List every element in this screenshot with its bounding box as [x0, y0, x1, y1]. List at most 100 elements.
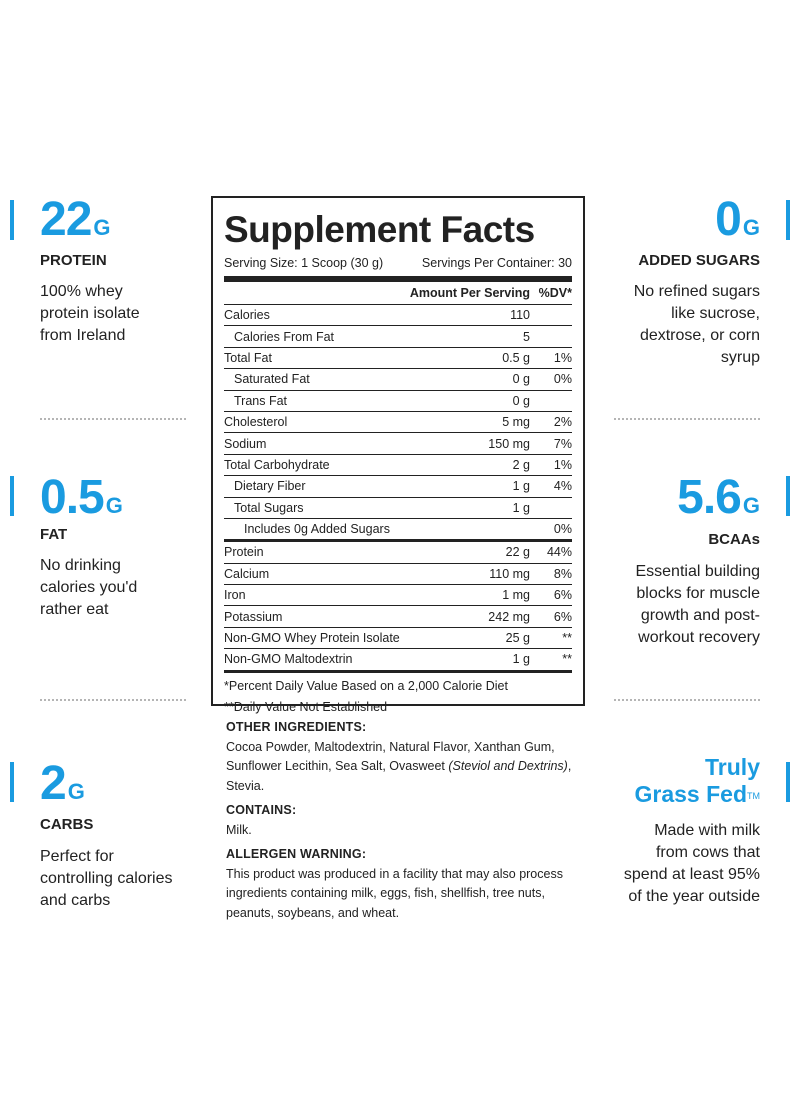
nutrient-dv: 0%	[553, 522, 572, 537]
nutrient-amount: 1 mg	[502, 588, 530, 603]
protein-description: 100% whey protein isolate from Ireland	[40, 283, 140, 344]
nutrient-name: Sodium	[224, 436, 267, 451]
nutrient-amount: 1 g	[512, 500, 530, 515]
facts-row: Calories From Fat 5	[224, 326, 572, 348]
allergen-warning-heading: ALLERGEN WARNING:	[226, 847, 367, 861]
facts-row: Non-GMO Whey Protein Isolate 25 g **	[224, 628, 572, 650]
nutrient-amount: 5 mg	[502, 415, 530, 430]
facts-row: Sodium 150 mg 7%	[224, 433, 572, 455]
nutrient-dv: 1%	[553, 350, 572, 365]
facts-row: Cholesterol 5 mg 2%	[224, 412, 572, 434]
nutrient-amount: 0 g	[512, 393, 530, 408]
nutrient-dv: 6%	[553, 609, 572, 624]
dotted-divider	[40, 418, 186, 420]
footnote-dv: *Percent Daily Value Based on a 2,000 Ca…	[224, 678, 508, 693]
contains-heading: CONTAINS:	[226, 803, 297, 817]
added-sugars-label: ADDED SUGARS	[638, 252, 760, 269]
carbs-value: 2G	[40, 757, 85, 810]
serving-size: Serving Size: 1 Scoop (30 g)	[224, 256, 384, 270]
protein-value: 22G	[40, 193, 111, 246]
other-ingredients-text: Cocoa Powder, Maltodextrin, Natural Flav…	[226, 739, 572, 793]
dotted-divider	[614, 699, 760, 701]
amount-header: Amount Per Serving	[409, 286, 530, 300]
accent-bar	[10, 762, 14, 802]
fat-value: 0.5G	[40, 471, 123, 524]
facts-header-row: Amount Per Serving %DV*	[224, 282, 572, 305]
facts-title: Supplement Facts	[224, 209, 535, 250]
accent-bar	[10, 200, 14, 240]
facts-row: Includes 0g Added Sugars 0%	[224, 519, 572, 543]
nutrient-name: Iron	[224, 588, 246, 603]
nutrient-amount: 0 g	[512, 372, 530, 387]
ingredients-section: OTHER INGREDIENTS: Cocoa Powder, Maltode…	[226, 718, 586, 928]
nutrient-name: Calories From Fat	[234, 329, 335, 344]
nutrient-name: Dietary Fiber	[234, 479, 306, 494]
dotted-divider	[40, 699, 186, 701]
bcaas-label: BCAAs	[708, 531, 760, 548]
accent-bar	[786, 762, 790, 802]
nutrient-dv: 0%	[553, 372, 572, 387]
thick-rule	[224, 276, 572, 282]
contains-text: Milk.	[226, 822, 252, 837]
nutrient-name: Cholesterol	[224, 415, 288, 430]
nutrient-amount: 5	[523, 329, 530, 344]
nutrient-amount: 1 g	[512, 652, 530, 667]
facts-row: Total Fat 0.5 g 1%	[224, 348, 572, 370]
grass-fed-description: Made with milk from cows that spend at lea…	[623, 822, 760, 905]
nutrient-dv: **	[562, 652, 572, 667]
carbs-description: Perfect for controlling calories and carbs	[40, 848, 173, 909]
facts-row: Iron 1 mg 6%	[224, 585, 572, 607]
nutrient-name: Total Sugars	[234, 500, 304, 515]
nutrient-dv: 1%	[553, 457, 572, 472]
nutrient-dv: 4%	[553, 479, 572, 494]
facts-row: Total Carbohydrate 2 g 1%	[224, 455, 572, 477]
nutrient-name: Protein	[224, 545, 264, 560]
facts-row: Calcium 110 mg 8%	[224, 564, 572, 586]
nutrient-amount: 150 mg	[488, 436, 530, 451]
grass-fed-title: Truly Grass FedTM	[634, 754, 761, 807]
nutrient-dv: 7%	[553, 436, 572, 451]
nutrient-dv: 2%	[553, 415, 572, 430]
facts-row: Saturated Fat 0 g 0%	[224, 369, 572, 391]
accent-bar	[10, 476, 14, 516]
nutrient-amount: 22 g	[505, 545, 530, 560]
nutrient-name: Calcium	[224, 566, 270, 581]
facts-rows: Calories 110 Calories From Fat 5 Total Fat 0.…	[224, 305, 572, 673]
nutrient-amount: 242 mg	[488, 609, 530, 624]
nutrient-amount: 110	[510, 308, 530, 323]
nutrient-amount: 2 g	[512, 457, 530, 472]
nutrient-name: Saturated Fat	[234, 372, 310, 387]
accent-bar	[786, 200, 790, 240]
nutrient-name: Total Fat	[224, 350, 272, 365]
allergen-warning-text: This product was produced in a facility …	[226, 866, 563, 920]
facts-row: Calories 110	[224, 305, 572, 327]
supplement-facts-panel: Supplement Facts Serving Size: 1 Scoop (…	[211, 196, 585, 714]
nutrient-dv: 8%	[553, 566, 572, 581]
servings-per-container: Servings Per Container: 30	[421, 256, 572, 270]
nutrient-name: Includes 0g Added Sugars	[244, 522, 390, 537]
bcaas-value: 5.6G	[677, 471, 760, 524]
protein-label: PROTEIN	[40, 252, 107, 269]
footnote-not-established: **Daily Value Not Established	[224, 699, 388, 714]
facts-row: Potassium 242 mg 6%	[224, 606, 572, 628]
nutrient-name: Potassium	[224, 609, 283, 624]
nutrient-name: Non-GMO Maltodextrin	[224, 652, 353, 667]
dv-header: %DV*	[538, 286, 572, 300]
nutrient-dv: 44%	[546, 545, 572, 560]
nutrient-name: Total Carbohydrate	[224, 457, 330, 472]
facts-row: Dietary Fiber 1 g 4%	[224, 476, 572, 498]
fat-description: No drinking calories you'd rather eat	[40, 557, 138, 618]
accent-bar	[786, 476, 790, 516]
facts-row: Total Sugars 1 g	[224, 498, 572, 519]
carbs-label: CARBS	[40, 816, 94, 833]
nutrient-name: Non-GMO Whey Protein Isolate	[224, 631, 400, 646]
nutrient-dv: 6%	[553, 588, 572, 603]
nutrient-dv: **	[562, 631, 572, 646]
facts-row: Non-GMO Maltodextrin 1 g **	[224, 649, 572, 673]
facts-row: Protein 22 g 44%	[224, 542, 572, 564]
nutrient-amount: 0.5 g	[502, 350, 530, 365]
nutrient-name: Calories	[224, 308, 270, 323]
added-sugars-description: No refined sugars like sucrose, dextrose, …	[633, 283, 760, 366]
nutrient-name: Trans Fat	[234, 393, 288, 408]
nutrient-amount: 1 g	[512, 479, 530, 494]
